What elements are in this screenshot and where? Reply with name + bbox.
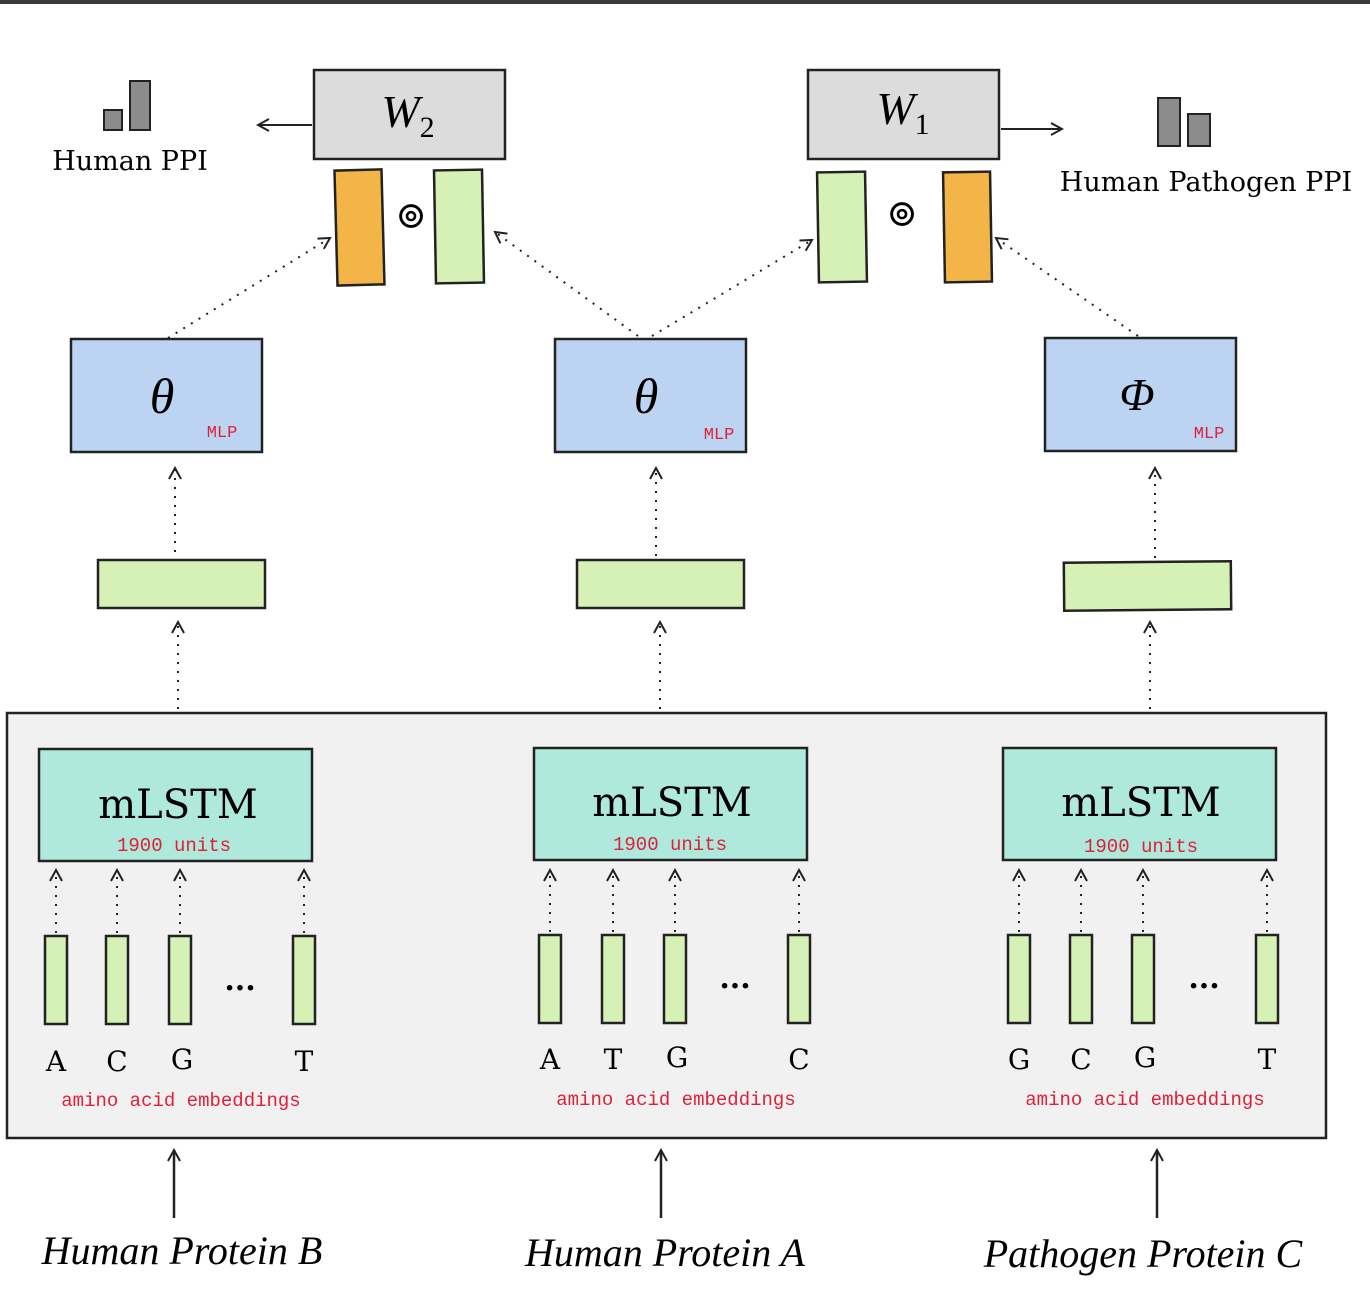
token-embedding — [786, 933, 812, 1025]
mlstm-units: 1900 units — [1084, 836, 1198, 858]
encoder-block-2: mLSTM 1900 units — [532, 746, 809, 862]
weight-w1-box: W1 — [806, 68, 1001, 161]
protein-embedding-vector-3 — [1062, 560, 1233, 612]
mlp-block-3: Φ MLP — [1043, 336, 1238, 453]
mlp-tag: MLP — [704, 426, 735, 445]
mlp-symbol: θ — [150, 368, 175, 424]
protein-embedding-vector-2 — [575, 558, 746, 610]
arrow-mlp1-to-orange — [167, 238, 330, 339]
token-letter: G — [171, 1043, 193, 1076]
token-embedding — [104, 934, 130, 1026]
mlstm-units: 1900 units — [613, 834, 727, 856]
arrow-mlp3-to-orange — [996, 238, 1139, 337]
token-letter: A — [539, 1043, 561, 1076]
mlp-block-1: θ MLP — [69, 337, 264, 454]
token-embedding — [167, 934, 193, 1026]
token-embedding — [43, 934, 69, 1026]
token-letter: T — [604, 1043, 623, 1076]
human-ppi-label: Human PPI — [52, 146, 208, 177]
token-embedding — [1068, 933, 1094, 1025]
ellipsis-2: ... — [719, 961, 750, 996]
embeddings-label-3: amino acid embeddings — [1025, 1089, 1264, 1111]
top-border — [0, 0, 1370, 4]
w1-base: W — [876, 83, 918, 134]
mlstm-title: mLSTM — [98, 782, 258, 828]
mlstm-box — [532, 746, 809, 862]
protein-embedding-vector-1 — [96, 558, 267, 610]
svg-text:W2: W2 — [381, 86, 434, 144]
token-embedding — [1006, 933, 1032, 1025]
mlstm-box — [1001, 746, 1278, 862]
hadamard-icon-left: ⊚ — [395, 193, 427, 237]
input-label-protein-c: Pathogen Protein C — [983, 1231, 1304, 1276]
ellipsis-3: ... — [1188, 961, 1219, 996]
mlp-symbol: Φ — [1119, 369, 1154, 420]
bar-chart-icon-left — [103, 80, 151, 131]
ellipsis-1: ... — [224, 963, 255, 998]
human-pathogen-ppi-label: Human Pathogen PPI — [1060, 167, 1352, 198]
encoder-block-3: mLSTM 1900 units — [1001, 746, 1278, 862]
token-letter: A — [45, 1045, 67, 1078]
token-embedding — [291, 934, 317, 1026]
arrow-mlp2-to-green-right — [651, 240, 812, 337]
w2-base: W — [381, 86, 423, 137]
mlstm-box — [37, 747, 314, 863]
token-letter: G — [666, 1041, 688, 1074]
token-embedding — [537, 933, 563, 1025]
hadamard-icon-right: ⊚ — [886, 191, 918, 235]
token-letter: C — [788, 1043, 809, 1076]
orange-vector-left — [333, 168, 386, 287]
mlp-block-2: θ MLP — [553, 337, 748, 454]
token-column-group — [56, 870, 1267, 933]
token-letter: G — [1008, 1043, 1030, 1076]
embeddings-label-2: amino acid embeddings — [556, 1089, 795, 1111]
token-letter: G — [1134, 1041, 1156, 1074]
input-label-protein-b: Human Protein B — [41, 1228, 323, 1273]
orange-vector-right — [941, 170, 994, 284]
mlp-tag: MLP — [1194, 425, 1225, 444]
green-vector-right — [815, 170, 869, 284]
weight-w2-box: W2 — [312, 68, 507, 161]
w2-subscript: 2 — [420, 111, 435, 144]
token-embedding — [1130, 933, 1156, 1025]
mlstm-units: 1900 units — [117, 835, 231, 857]
arrow-mlp2-to-green-left — [495, 232, 639, 337]
green-vector-left — [432, 168, 486, 285]
mlstm-title: mLSTM — [1061, 780, 1221, 826]
bar-chart-icon-right — [1157, 97, 1211, 147]
mlp-symbol: θ — [634, 368, 659, 424]
token-embedding — [600, 933, 626, 1025]
token-embedding — [1254, 933, 1280, 1025]
token-letter: C — [106, 1045, 127, 1078]
token-embedding — [662, 933, 688, 1025]
input-label-protein-a: Human Protein A — [524, 1230, 806, 1275]
token-letter: T — [1258, 1043, 1277, 1076]
mlp-tag: MLP — [207, 424, 238, 443]
mlstm-title: mLSTM — [592, 780, 752, 826]
w1-subscript: 1 — [915, 108, 930, 141]
embeddings-label-1: amino acid embeddings — [61, 1090, 300, 1112]
token-letter: T — [295, 1045, 314, 1078]
svg-text:W1: W1 — [876, 83, 929, 141]
encoder-block-1: mLSTM 1900 units — [37, 747, 314, 863]
token-letter: C — [1070, 1043, 1091, 1076]
